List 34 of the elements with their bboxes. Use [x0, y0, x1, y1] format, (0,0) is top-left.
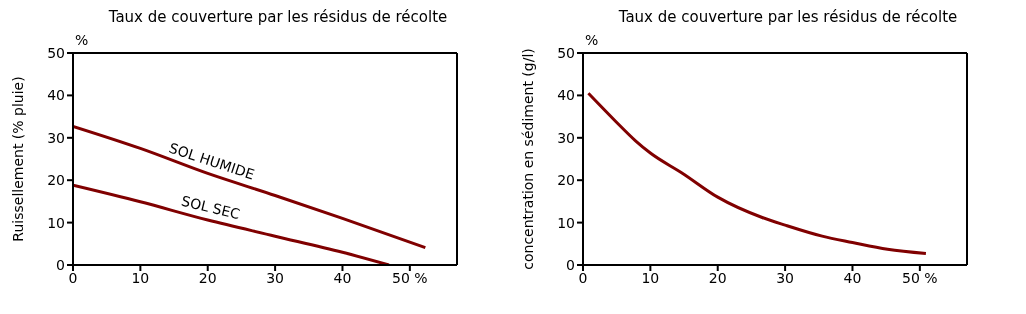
y-axis-title: concentration en sédiment (g/l) [519, 48, 536, 270]
x-tick-label: 0 [68, 269, 78, 286]
y-tick-label: 20 [47, 172, 65, 189]
text: % [585, 32, 599, 48]
x-tick-label: 10 [641, 269, 660, 286]
x-tick-label: 20 [708, 269, 727, 286]
y-axis-title: Ruissellement (% pluie) [9, 76, 26, 242]
x-tick-label: 30 [266, 269, 285, 286]
y-tick-label: 30 [47, 129, 65, 146]
x-tick-label: 50 % [392, 269, 428, 286]
x-tick-label: 20 [198, 269, 217, 286]
y-tick-label: 40 [557, 87, 575, 104]
chart-title: Taux de couverture par les résidus de récolte [617, 8, 959, 28]
y-tick-label: 30 [557, 129, 575, 146]
chart-title: Taux de couverture par les résidus de récolte [107, 8, 449, 28]
x-tick-label: 40 [333, 269, 352, 286]
text: % [75, 32, 89, 48]
y-tick-label: 10 [47, 214, 65, 231]
x-tick-label: 30 [776, 269, 795, 286]
x-tick-label: 40 [843, 269, 862, 286]
x-tick-label: 10 [131, 269, 150, 286]
x-tick-label: 0 [578, 269, 588, 286]
y-tick-label: 10 [557, 214, 575, 231]
text: SOL SEC [179, 192, 242, 223]
line-series [73, 183, 391, 265]
x-tick-label: 50 % [902, 269, 938, 286]
y-tick-label: 0 [566, 256, 575, 273]
y-tick-label: 50 [557, 44, 575, 61]
line-series [73, 124, 427, 250]
line-series [586, 91, 928, 256]
y-tick-label: 20 [557, 172, 575, 189]
y-tick-label: 40 [47, 87, 65, 104]
y-tick-label: 0 [56, 256, 65, 273]
y-tick-label: 50 [47, 44, 65, 61]
